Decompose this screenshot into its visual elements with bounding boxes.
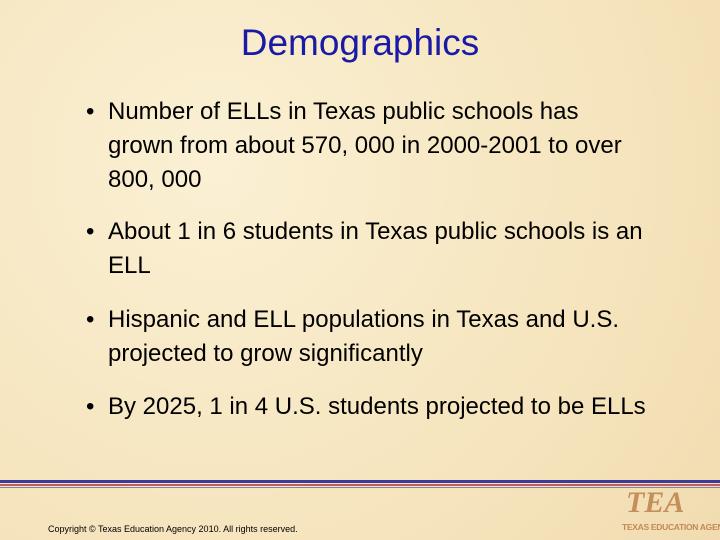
divider xyxy=(0,484,720,486)
bullet: Hispanic and ELL populations in Texas an… xyxy=(86,303,646,371)
logo-name: TEXAS EDUCATION AGENCY xyxy=(622,522,720,532)
copyright: Copyright © Texas Education Agency 2010.… xyxy=(48,524,298,534)
bullet: By 2025, 1 in 4 U.S. students projected … xyxy=(86,390,646,424)
logo-mark: TEA xyxy=(626,486,685,519)
bullet: About 1 in 6 students in Texas public sc… xyxy=(86,215,646,283)
logo: TEA TEXAS EDUCATION AGENCY xyxy=(620,486,720,540)
divider xyxy=(0,480,720,483)
divider xyxy=(0,487,720,488)
slide-title: Demographics xyxy=(240,22,480,63)
bullet: Number of ELLs in Texas public schools h… xyxy=(86,95,646,197)
